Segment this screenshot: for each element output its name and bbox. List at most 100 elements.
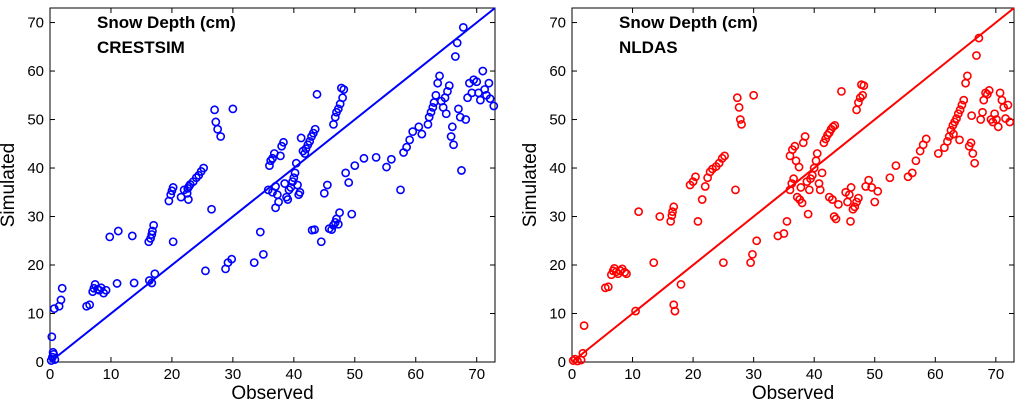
data-point (830, 120, 840, 130)
data-point (676, 280, 686, 289)
data-point (794, 162, 804, 172)
data-point (867, 183, 877, 192)
y-tick-label: 0 (36, 354, 44, 371)
data-point (249, 258, 259, 267)
data-point (150, 269, 160, 279)
data-point (484, 78, 494, 88)
data-point (443, 87, 452, 96)
data-point (846, 216, 855, 226)
data-point (691, 172, 700, 182)
data-point (310, 124, 320, 134)
data-point (480, 85, 490, 94)
x-tick-label: 40 (806, 366, 823, 383)
y-tick-label: 50 (27, 112, 44, 129)
data-point (210, 105, 219, 115)
data-point (812, 149, 822, 158)
data-point (112, 279, 122, 288)
data-point (101, 285, 111, 295)
data-point (472, 77, 482, 87)
data-point (85, 300, 95, 310)
chart-subtitle: NLDAS (619, 38, 678, 57)
data-point (268, 153, 277, 163)
data-point (843, 197, 852, 207)
data-point (933, 149, 943, 158)
data-point (921, 134, 931, 144)
data-point (426, 107, 436, 117)
x-tick-label: 50 (866, 366, 883, 383)
x-tick-label: 60 (407, 366, 424, 383)
data-point (718, 258, 728, 267)
data-point (949, 129, 958, 139)
data-point (570, 354, 580, 364)
data-point (255, 227, 265, 237)
data-point (852, 105, 861, 115)
data-point (386, 154, 396, 164)
data-point (749, 90, 759, 100)
data-point (873, 186, 883, 196)
data-point (458, 22, 468, 32)
data-point (49, 304, 59, 314)
data-point (864, 175, 874, 185)
data-point (790, 141, 800, 151)
data-point (335, 208, 344, 218)
data-point (737, 119, 746, 129)
scatter-series (46, 22, 499, 365)
data-point (149, 220, 159, 230)
data-point (461, 115, 471, 124)
data-point (428, 103, 438, 112)
data-point (350, 161, 360, 171)
data-point (911, 156, 921, 166)
data-point (168, 183, 178, 192)
x-tick-label: 40 (285, 366, 302, 383)
data-point (787, 179, 797, 188)
data-point (129, 278, 139, 288)
data-point (834, 199, 843, 209)
data-point (280, 179, 290, 188)
data-point (48, 347, 58, 357)
data-point (113, 226, 123, 236)
data-point (817, 168, 827, 178)
data-point (955, 105, 965, 115)
data-point (939, 143, 949, 153)
data-point (265, 161, 274, 171)
data-point (957, 100, 967, 110)
data-point (797, 198, 807, 208)
data-point (475, 95, 485, 105)
data-point (457, 166, 466, 175)
data-point (649, 258, 659, 267)
data-point (603, 282, 613, 292)
data-point (201, 266, 210, 276)
data-point (855, 93, 865, 103)
data-point (978, 107, 987, 117)
x-tick-label: 10 (624, 366, 641, 383)
data-point (147, 278, 157, 288)
data-point (984, 86, 994, 95)
data-point (885, 173, 895, 183)
data-point (276, 151, 285, 161)
data-point (454, 104, 463, 114)
data-point (666, 216, 676, 226)
x-tick-label: 70 (468, 366, 485, 383)
data-point (846, 183, 856, 192)
y-tick-label: 30 (549, 209, 566, 226)
data-point (688, 177, 698, 187)
data-point (732, 93, 742, 103)
data-point (634, 207, 644, 217)
data-point (295, 187, 305, 197)
y-tick-label: 70 (27, 15, 44, 32)
data-point (271, 182, 280, 191)
x-tick-label: 70 (987, 366, 1004, 383)
data-point (746, 258, 756, 267)
data-point (417, 129, 427, 139)
data-point (489, 101, 499, 111)
data-point (655, 212, 665, 221)
x-tick-label: 20 (685, 366, 702, 383)
y-tick-label: 40 (27, 160, 44, 177)
data-point (827, 195, 837, 204)
data-point (959, 95, 969, 105)
y-tick-label: 0 (558, 354, 566, 371)
scatter-series (568, 33, 1015, 366)
data-point (731, 185, 740, 195)
data-point (147, 230, 157, 239)
